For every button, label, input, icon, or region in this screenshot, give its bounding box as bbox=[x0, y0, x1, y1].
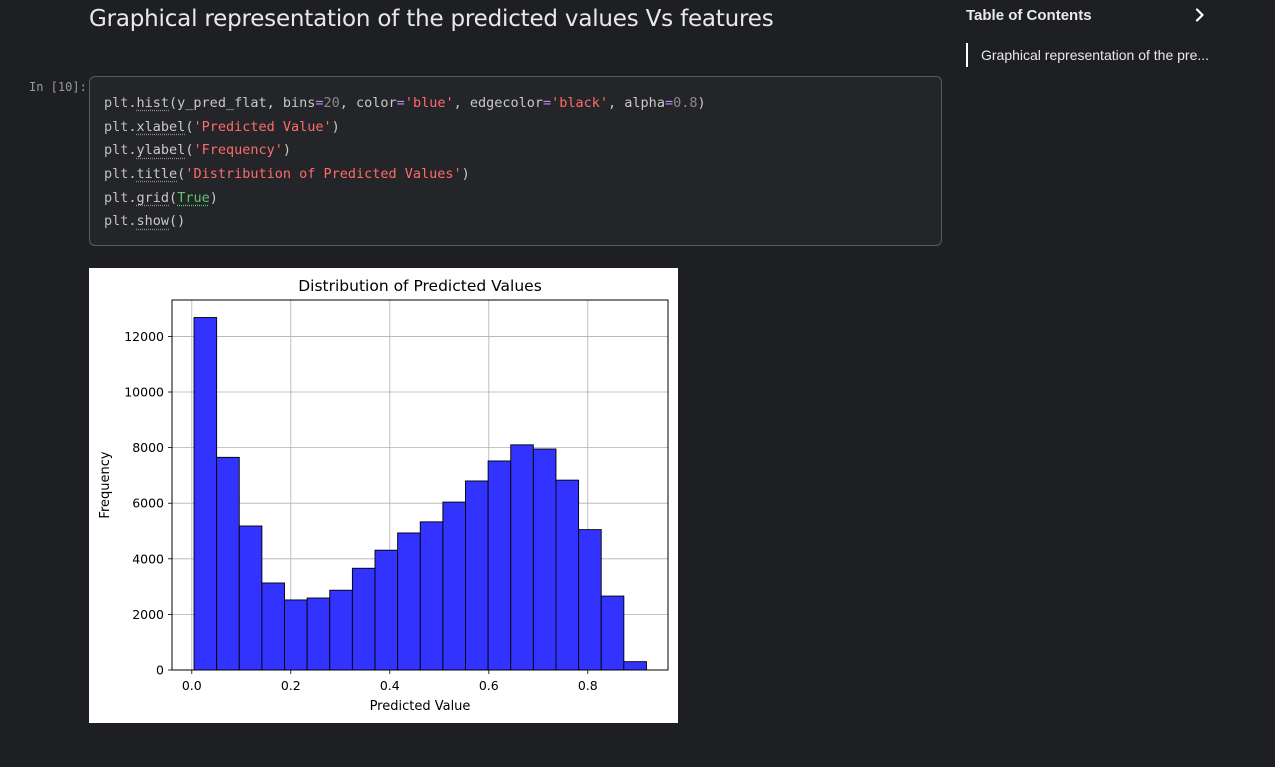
table-of-contents: Table of Contents Graphical representati… bbox=[966, 5, 1226, 67]
histogram-bar bbox=[465, 480, 489, 671]
code-token: ) bbox=[461, 166, 470, 183]
code-token: . bbox=[128, 118, 137, 135]
code-token: 0.8 bbox=[673, 95, 698, 111]
x-tick-label: 0.6 bbox=[479, 678, 499, 693]
code-line: plt.title('Distribution of Predicted Val… bbox=[104, 163, 927, 187]
code-token: , color bbox=[339, 95, 397, 111]
histogram-bar bbox=[351, 567, 376, 671]
code-token: hist bbox=[136, 95, 170, 111]
code-token: . bbox=[128, 95, 137, 111]
code-token: plt bbox=[104, 142, 129, 159]
code-line: plt.ylabel('Frequency') bbox=[104, 139, 927, 163]
code-token: . bbox=[128, 213, 137, 230]
code-token: ) bbox=[209, 189, 218, 206]
histogram-bar bbox=[442, 501, 466, 671]
code-token: grid bbox=[136, 189, 170, 206]
chevron-right-icon[interactable] bbox=[1190, 5, 1210, 25]
code-token: (y_pred_flat, bins bbox=[169, 95, 316, 111]
code-token: 20 bbox=[323, 95, 340, 111]
x-tick-label: 0.4 bbox=[380, 678, 400, 693]
histogram-bar bbox=[510, 444, 534, 671]
code-token: 'Frequency' bbox=[193, 142, 283, 159]
code-token: plt bbox=[104, 166, 129, 183]
code-token: = bbox=[396, 95, 405, 111]
toc-header[interactable]: Table of Contents bbox=[966, 5, 1226, 25]
code-token: = bbox=[664, 95, 674, 111]
code-token: True bbox=[177, 189, 210, 206]
code-token: plt bbox=[104, 95, 129, 111]
code-token: 'Distribution of Predicted Values' bbox=[185, 166, 462, 183]
code-token: ) bbox=[697, 95, 706, 111]
code-token: = bbox=[543, 95, 552, 111]
y-axis-label: Frequency bbox=[98, 451, 113, 518]
cell-output: 0.0 0.2 0.4 0.6 0.8 0 2000 4000 6000 8000 10000 120… bbox=[89, 268, 678, 723]
y-tick-label: 8000 bbox=[132, 440, 164, 455]
histogram-bar bbox=[532, 448, 557, 671]
code-token: = bbox=[315, 95, 324, 111]
code-token: 'blue' bbox=[404, 95, 454, 111]
code-token: show bbox=[136, 213, 170, 230]
cell-prompt: In [10]: bbox=[29, 80, 87, 94]
x-axis-label: Predicted Value bbox=[370, 699, 471, 714]
code-token: , edgecolor bbox=[453, 95, 543, 111]
section-heading: Graphical representation of the predicte… bbox=[89, 6, 774, 32]
code-token: xlabel bbox=[136, 118, 186, 135]
code-token: ( bbox=[169, 189, 178, 206]
code-token: plt bbox=[104, 189, 129, 206]
histogram-bar bbox=[238, 525, 263, 671]
histogram-bar bbox=[329, 589, 353, 671]
histogram-bar bbox=[578, 529, 602, 671]
code-line: plt.xlabel('Predicted Value') bbox=[104, 116, 927, 140]
code-token: ) bbox=[282, 142, 291, 159]
x-tick-label: 0.2 bbox=[281, 678, 301, 693]
code-token: ( bbox=[185, 118, 194, 135]
chart-title: Distribution of Predicted Values bbox=[298, 277, 542, 295]
histogram-bar bbox=[600, 595, 625, 671]
code-token: title bbox=[136, 166, 178, 183]
code-token: ) bbox=[331, 118, 340, 135]
code-token: ( bbox=[185, 142, 194, 159]
histogram-bar bbox=[419, 521, 444, 671]
histogram-bar bbox=[374, 549, 399, 671]
histogram-bar bbox=[623, 661, 647, 671]
histogram-bar bbox=[261, 582, 285, 671]
y-tick-label: 2000 bbox=[132, 607, 164, 622]
code-token: ( bbox=[177, 166, 186, 183]
histogram-bar bbox=[555, 479, 580, 671]
histogram-bar bbox=[397, 532, 421, 671]
code-token: ylabel bbox=[136, 142, 186, 159]
code-line: plt.show() bbox=[104, 210, 927, 234]
histogram-bar bbox=[306, 597, 331, 671]
code-token: plt bbox=[104, 213, 129, 230]
histogram-bar bbox=[216, 456, 240, 671]
code-cell[interactable]: plt.hist(y_pred_flat, bins=20, color='bl… bbox=[89, 76, 942, 246]
code-token: . bbox=[128, 142, 137, 159]
code-token: , alpha bbox=[608, 95, 665, 111]
code-token: 'Predicted Value' bbox=[193, 118, 332, 135]
toc-item-graphical-representation[interactable]: Graphical representation of the pre... bbox=[966, 43, 1226, 67]
x-tick-label: 0.0 bbox=[182, 678, 202, 693]
code-token: () bbox=[169, 213, 186, 230]
code-line: plt.hist(y_pred_flat, bins=20, color='bl… bbox=[104, 92, 927, 116]
code-token: . bbox=[128, 166, 137, 183]
code-line: plt.grid(True) bbox=[104, 187, 927, 211]
histogram-bar bbox=[487, 460, 512, 671]
code-token: 'black' bbox=[551, 95, 609, 111]
y-tick-label: 4000 bbox=[132, 551, 164, 566]
y-tick-label: 0 bbox=[156, 663, 164, 678]
plot-frame bbox=[171, 299, 669, 671]
y-tick-label: 6000 bbox=[132, 496, 164, 511]
histogram-chart: 0.0 0.2 0.4 0.6 0.8 0 2000 4000 6000 8000 10000 120… bbox=[98, 277, 669, 714]
y-tick-label: 10000 bbox=[124, 385, 164, 400]
toc-title: Table of Contents bbox=[966, 6, 1092, 24]
histogram-bar bbox=[284, 599, 308, 671]
code-token: plt bbox=[104, 118, 129, 135]
histogram-bar bbox=[193, 317, 218, 671]
y-tick-label: 12000 bbox=[124, 329, 164, 344]
code-token: . bbox=[128, 189, 137, 206]
x-tick-label: 0.8 bbox=[578, 678, 598, 693]
